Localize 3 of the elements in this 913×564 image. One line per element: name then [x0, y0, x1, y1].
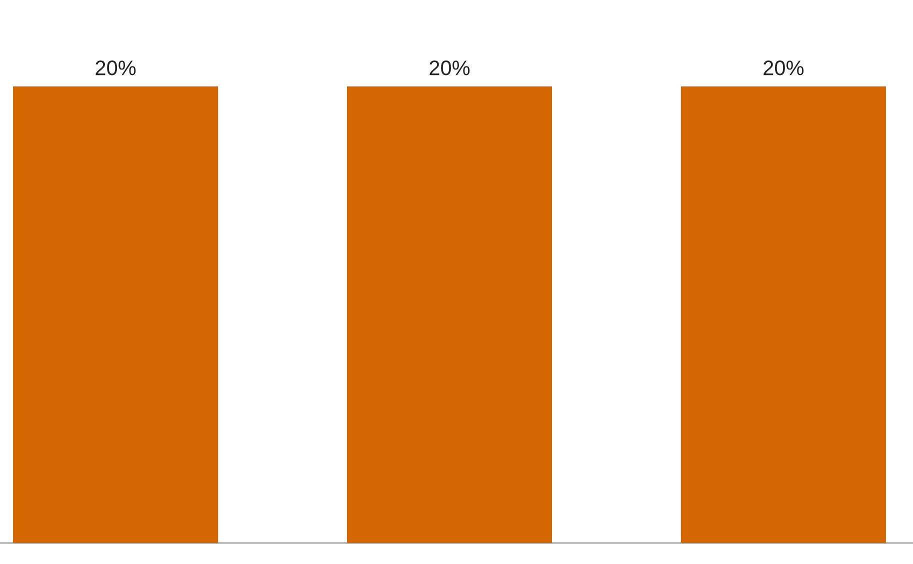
data-label: 20%	[96, 60, 136, 76]
data-label: 20%	[764, 60, 804, 76]
data-label: 20%	[430, 60, 470, 76]
